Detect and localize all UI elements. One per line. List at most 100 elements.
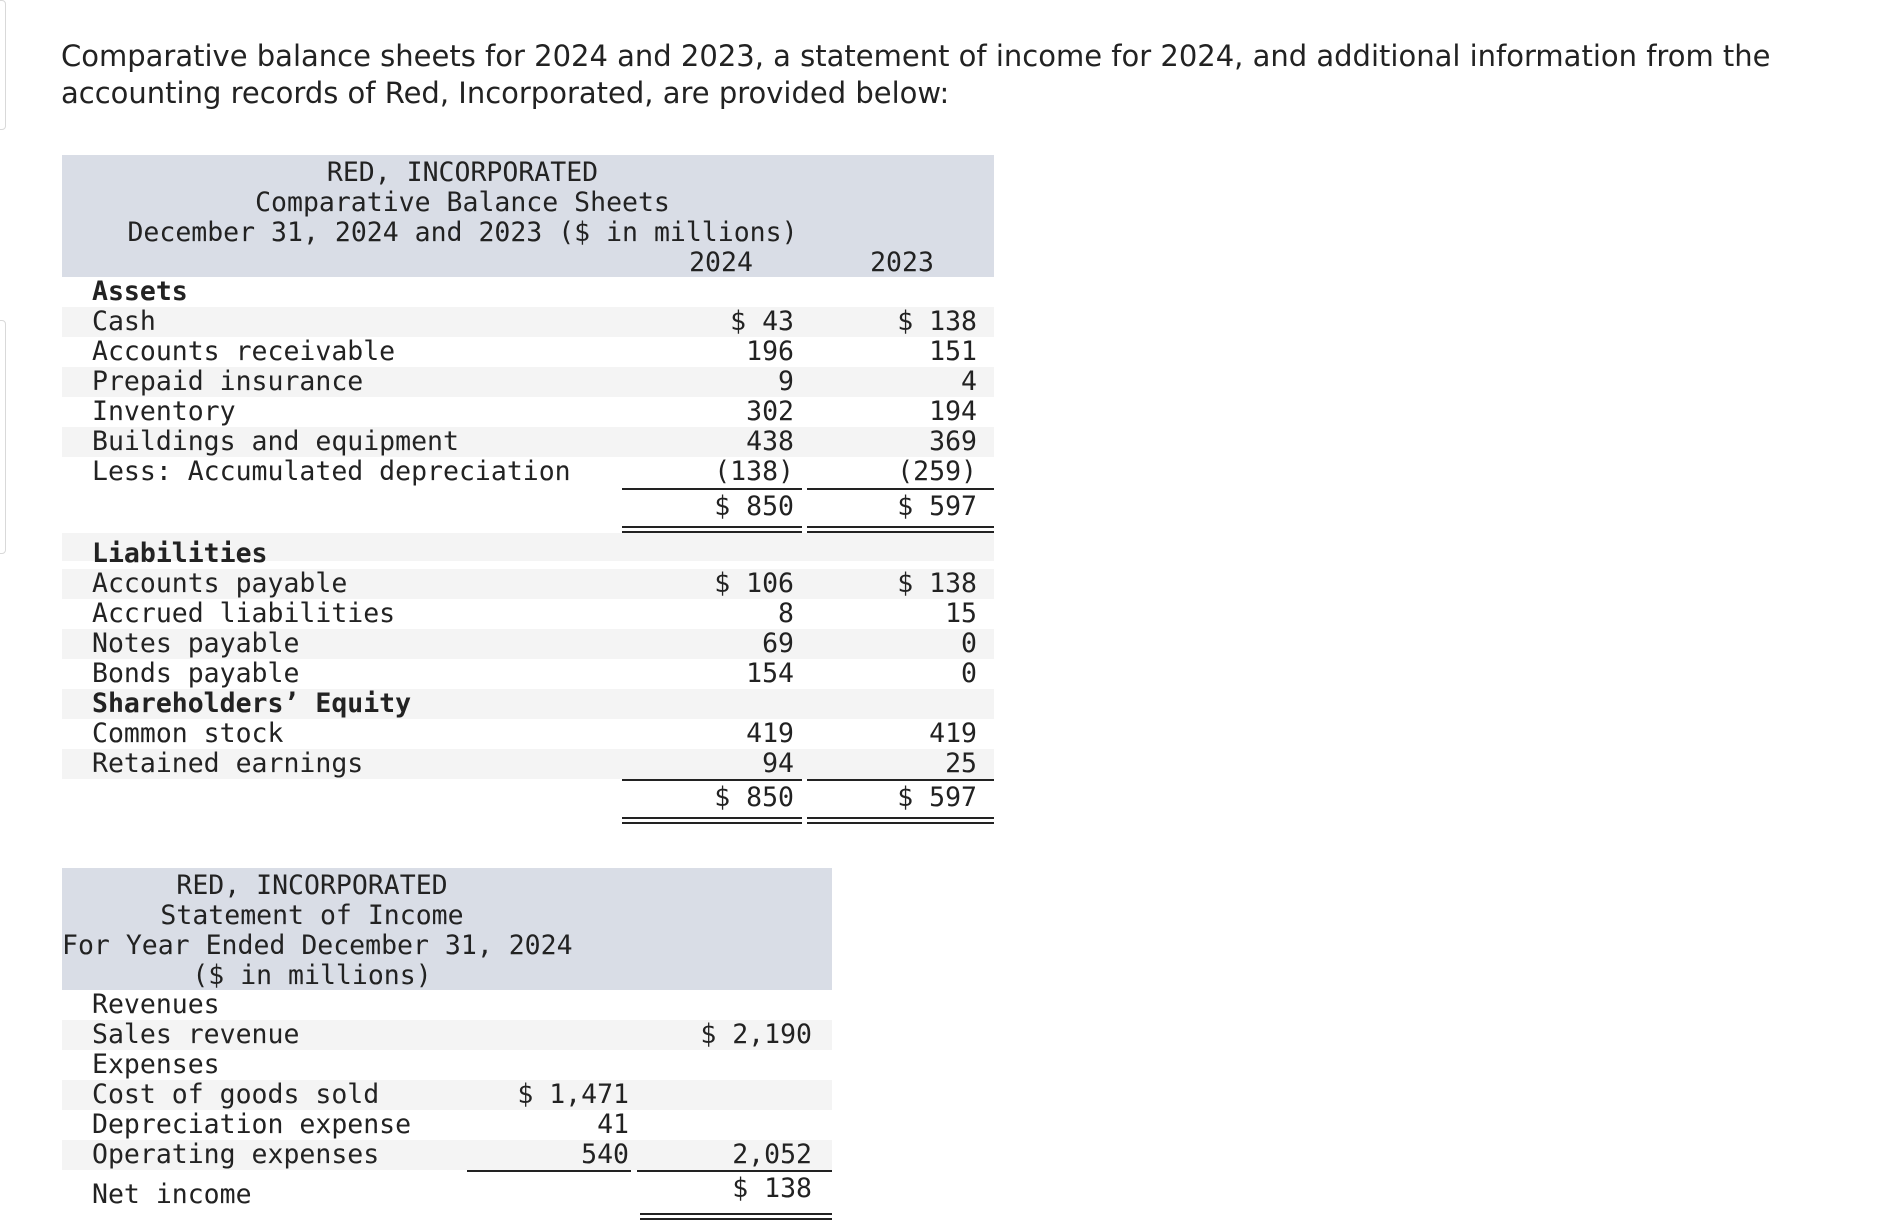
equity-row: Retained earnings 94 25: [62, 749, 994, 779]
asset-2024-value: 9: [778, 366, 794, 397]
asset-2024-value: 438: [746, 426, 794, 457]
equity-2024-value: 94: [762, 748, 794, 779]
asset-label: Less: Accumulated depreciation: [92, 456, 571, 487]
asset-2024-value: 196: [746, 336, 794, 367]
sales-revenue-value: $ 2,190: [700, 1019, 812, 1050]
net-income-row: Net income $ 138: [62, 1173, 832, 1210]
asset-2023-value: (259): [897, 456, 977, 487]
balance-sheet-table: RED, INCORPORATED Comparative Balance Sh…: [62, 155, 994, 835]
intro-text: Comparative balance sheets for 2024 and …: [61, 39, 1771, 110]
total-double-rule-2024: [622, 817, 802, 824]
liability-2024-value: $ 106: [714, 568, 794, 599]
liability-label: Bonds payable: [92, 658, 300, 689]
sidebar-edge-tab: [0, 0, 6, 130]
expense-label: Depreciation expense: [92, 1109, 412, 1140]
total-expenses-value: 2,052: [732, 1139, 812, 1170]
expense-value: 41: [597, 1109, 629, 1140]
equity-heading-row: Shareholders’ Equity: [62, 689, 994, 719]
liabilities-heading: Liabilities: [92, 538, 268, 569]
asset-2024-value: $ 43: [730, 306, 794, 337]
expense-row: Operating expenses 540 2,052: [62, 1140, 832, 1170]
income-statement-company: RED, INCORPORATED: [176, 870, 448, 901]
liability-row: Accounts payable $ 106 $ 138: [62, 569, 994, 599]
liability-row: Notes payable 69 0: [62, 629, 994, 659]
equity-label: Retained earnings: [92, 748, 364, 779]
asset-2023-value: 151: [929, 336, 977, 367]
asset-2023-value: $ 138: [897, 306, 977, 337]
total-double-rule-2023: [807, 817, 994, 824]
asset-2023-value: 369: [929, 426, 977, 457]
expenses-heading: Expenses: [92, 1049, 220, 1080]
liability-2024-value: 154: [746, 658, 794, 689]
income-statement-header: RED, INCORPORATED Statement of Income Fo…: [62, 868, 832, 991]
asset-label: Prepaid insurance: [92, 366, 364, 397]
balance-sheet-company: RED, INCORPORATED: [326, 157, 599, 188]
asset-2024-value: 302: [746, 396, 794, 427]
net-income-value: $ 138: [732, 1173, 812, 1204]
expense-value: 540: [581, 1139, 629, 1170]
liability-2023-value: 15: [945, 598, 977, 629]
asset-2023-value: 194: [929, 396, 977, 427]
equity-2023-value: 25: [945, 748, 977, 779]
total-expenses-rule: [637, 1170, 832, 1172]
income-statement-table: RED, INCORPORATED Statement of Income Fo…: [62, 868, 832, 1223]
balance-sheet-subtitle: December 31, 2024 and 2023 ($ in million…: [127, 217, 798, 248]
asset-row: Prepaid insurance 9 4: [62, 367, 994, 397]
income-statement-units: ($ in millions): [192, 960, 432, 991]
net-income-label: Net income: [92, 1179, 252, 1210]
equity-2023-value: 419: [929, 718, 977, 749]
asset-row: Buildings and equipment 438 369: [62, 427, 994, 457]
column-header-2024: 2024: [689, 247, 753, 278]
liability-2024-value: 69: [762, 628, 794, 659]
total-double-rule-2023: [807, 526, 994, 533]
asset-label: Accounts receivable: [92, 336, 396, 367]
revenues-heading: Revenues: [92, 989, 220, 1020]
liability-row: Bonds payable 154 0: [62, 659, 994, 689]
expense-row: Depreciation expense 41: [62, 1110, 832, 1140]
assets-heading: Assets: [92, 276, 188, 307]
liability-label: Accrued liabilities: [92, 598, 396, 629]
subtotal-rule-2024: [622, 488, 802, 490]
liability-2024-value: 8: [778, 598, 794, 629]
sales-revenue-row: Sales revenue $ 2,190: [62, 1020, 832, 1050]
subtotal-rule-2024: [622, 779, 802, 781]
sales-revenue-label: Sales revenue: [92, 1019, 300, 1050]
expense-label: Operating expenses: [92, 1139, 380, 1170]
liability-2023-value: 0: [961, 658, 977, 689]
asset-label: Buildings and equipment: [92, 426, 459, 457]
asset-row: Less: Accumulated depreciation (138) (259): [62, 457, 994, 487]
equity-label: Common stock: [92, 718, 284, 749]
expense-value: $ 1,471: [517, 1079, 629, 1110]
column-header-2023: 2023: [870, 247, 934, 278]
expense-subtotal-rule: [467, 1170, 631, 1172]
liability-row: Accrued liabilities 8 15: [62, 599, 994, 629]
expense-row: Cost of goods sold $ 1,471: [62, 1080, 832, 1110]
equity-2024-value: 419: [746, 718, 794, 749]
liability-label: Notes payable: [92, 628, 300, 659]
total-double-rule-2024: [622, 526, 802, 533]
income-statement-subtitle: For Year Ended December 31, 2024: [62, 930, 573, 961]
assets-total-2023: $ 597: [897, 491, 977, 522]
liab-equity-total-row: $ 850 $ 597: [62, 783, 994, 813]
sidebar-edge-tab: [0, 320, 6, 554]
liab-equity-total-2024: $ 850: [714, 782, 794, 813]
liability-2023-value: 0: [961, 628, 977, 659]
revenues-heading-row: Revenues: [62, 990, 832, 1020]
assets-heading-row: Assets: [62, 277, 994, 307]
equity-heading: Shareholders’ Equity: [92, 688, 412, 719]
liab-equity-total-2023: $ 597: [897, 782, 977, 813]
liability-2023-value: $ 138: [897, 568, 977, 599]
assets-total-row: $ 850 $ 597: [62, 492, 994, 522]
income-statement-title: Statement of Income: [160, 900, 464, 931]
balance-sheet-title: Comparative Balance Sheets: [255, 187, 670, 218]
subtotal-rule-2023: [807, 779, 994, 781]
expense-label: Cost of goods sold: [92, 1079, 380, 1110]
liability-label: Accounts payable: [92, 568, 348, 599]
asset-row: Inventory 302 194: [62, 397, 994, 427]
balance-sheet-header: RED, INCORPORATED Comparative Balance Sh…: [62, 155, 994, 278]
asset-label: Cash: [92, 306, 156, 337]
asset-label: Inventory: [92, 396, 236, 427]
subtotal-rule-2023: [807, 488, 994, 490]
asset-row: Cash $ 43 $ 138: [62, 307, 994, 337]
asset-2024-value: (138): [714, 456, 794, 487]
